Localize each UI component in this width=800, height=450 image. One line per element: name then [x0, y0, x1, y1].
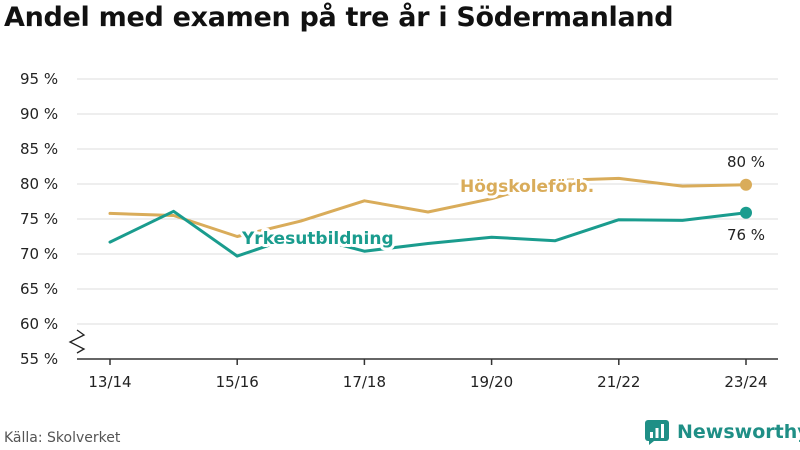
axis-break-icon: [68, 329, 86, 354]
yrkes-end-label: 76 %: [727, 226, 765, 244]
x-tick-label: 15/16: [216, 373, 259, 391]
y-axis-ticks: 55 % 60 % 65 % 70 % 75 % 80 % 85 % 90 % 95 %: [20, 70, 58, 368]
y-tick-label: 70 %: [20, 245, 58, 263]
x-tick-label: 17/18: [343, 373, 386, 391]
x-tick-label: 13/14: [88, 373, 131, 391]
x-tick-label: 23/24: [724, 373, 767, 391]
y-tick-label: 55 %: [20, 350, 58, 368]
hogskole-end-label: 80 %: [727, 153, 765, 171]
y-tick-label: 85 %: [20, 140, 58, 158]
y-tick-label: 80 %: [20, 175, 58, 193]
source-note: Källa: Skolverket: [4, 430, 121, 446]
newsworthy-logo-icon: [645, 420, 669, 445]
y-tick-label: 60 %: [20, 315, 58, 333]
x-axis: 13/14 15/16 17/18 19/20 21/22 23/24: [68, 329, 778, 391]
hogskole-line: [108, 176, 748, 238]
y-tick-label: 95 %: [20, 70, 58, 88]
hogskole-endpoint: [740, 178, 752, 191]
brand-name: Newsworthy: [677, 421, 800, 443]
series-lines: [108, 176, 752, 258]
series-labels: Högskoleförb. Yrkesutbildning 80 % 76 %: [238, 153, 765, 252]
y-tick-label: 75 %: [20, 210, 58, 228]
yrkes-series-label: Yrkesutbildning: [241, 229, 394, 249]
y-tick-label: 90 %: [20, 105, 58, 123]
chart-title: Andel med examen på tre år i Södermanlan…: [4, 2, 674, 33]
yrkes-endpoint: [740, 206, 752, 219]
x-tick-label: 21/22: [597, 373, 640, 391]
hogskole-series-label: Högskoleförb.: [460, 177, 594, 197]
brand-logo[interactable]: Newsworthy: [644, 419, 800, 445]
y-tick-label: 65 %: [20, 280, 58, 298]
x-tick-label: 19/20: [470, 373, 513, 391]
yrkes-line: [108, 209, 748, 258]
gridlines: [77, 78, 778, 325]
